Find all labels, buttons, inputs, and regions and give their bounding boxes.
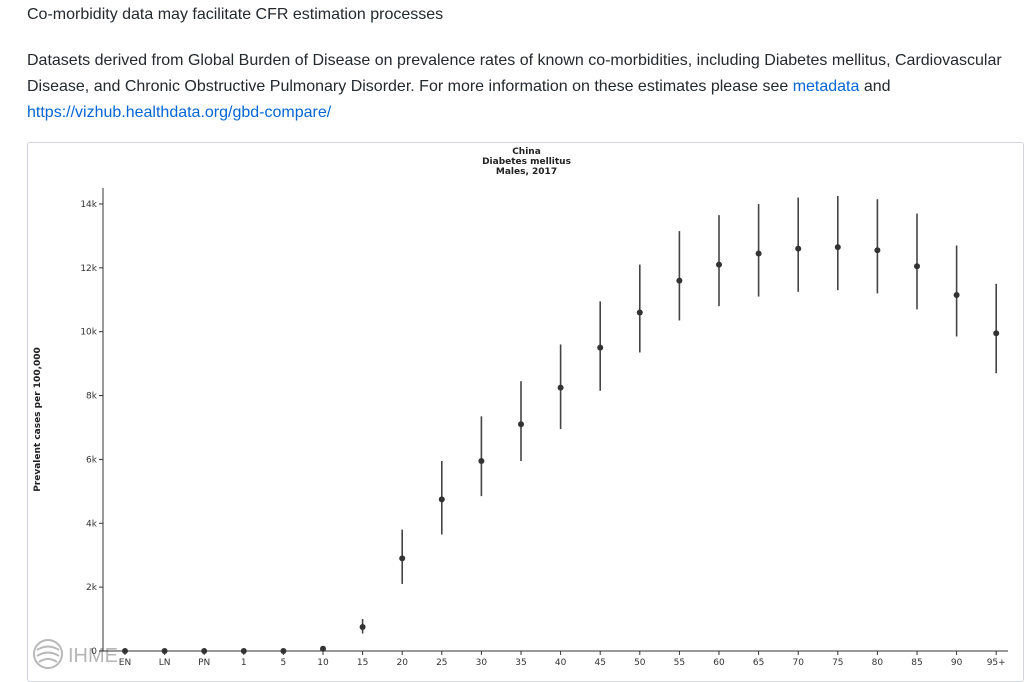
y-tick-label: 12k [80, 264, 97, 274]
data-point [280, 648, 287, 654]
chart-title-cause: Diabetes mellitus [482, 157, 571, 167]
y-axis-label: Prevalent cases per 100,000 [33, 347, 43, 492]
chart-frame: China Diabetes mellitus Males, 2017 IHME… [27, 142, 1024, 682]
x-tick-label: EN [119, 658, 131, 668]
data-point [676, 277, 683, 284]
x-tick-label: 25 [436, 658, 447, 668]
data-point [557, 384, 564, 391]
data-point [399, 555, 406, 562]
chart-title-subgroup: Males, 2017 [495, 167, 558, 177]
gbd-compare-link[interactable]: https://vizhub.healthdata.org/gbd-compar… [27, 104, 332, 121]
x-tick-label: 40 [555, 658, 567, 668]
x-tick-label: 35 [515, 658, 526, 668]
data-point [834, 244, 841, 251]
data-point [359, 624, 366, 631]
x-tick-label: 60 [713, 658, 725, 668]
x-tick-label: 50 [634, 658, 646, 668]
chart-title-country: China [512, 147, 541, 157]
x-tick-label: 85 [911, 658, 922, 668]
x-tick-label: 65 [753, 658, 764, 668]
data-point [874, 247, 881, 254]
data-point [953, 291, 960, 298]
x-tick-label: 30 [476, 658, 488, 668]
data-point [716, 261, 722, 268]
x-tick-label: 95+ [987, 658, 1006, 668]
data-point [201, 648, 208, 654]
y-tick-label: 10k [80, 328, 97, 338]
data-point [914, 263, 920, 270]
x-tick-label: 1 [241, 658, 247, 668]
description-paragraph: Datasets derived from Global Burden of D… [27, 48, 1012, 126]
data-point [795, 245, 802, 252]
x-tick-label: 10 [317, 658, 329, 668]
x-tick-label: 5 [281, 658, 287, 668]
x-tick-label: 90 [951, 658, 963, 668]
data-point [993, 330, 1000, 337]
y-tick-label: 4k [86, 519, 98, 529]
x-tick-label: 15 [357, 658, 368, 668]
x-tick-label: PN [198, 658, 210, 668]
data-point [597, 344, 604, 351]
data-point [438, 496, 445, 503]
ihme-logo-wave [36, 645, 60, 663]
section-heading: Co-morbidity data may facilitate CFR est… [27, 6, 444, 23]
data-point [636, 309, 643, 316]
data-point [240, 648, 247, 654]
data-point [518, 421, 524, 428]
x-tick-label: 80 [872, 658, 884, 668]
data-point [478, 458, 485, 465]
prevalence-chart: IHME 0 2k 4k 6k 8k 10k 12k 14k Prevalent cases p… [33, 188, 1008, 669]
metadata-link[interactable]: metadata [792, 78, 860, 95]
x-tick-label: 75 [832, 658, 843, 668]
data-point [320, 645, 326, 652]
data-point [122, 648, 128, 654]
y-tick-label: 14k [80, 200, 97, 210]
y-tick-label: 6k [86, 455, 98, 465]
x-tick-label: 20 [396, 658, 408, 668]
x-tick-label: 70 [792, 658, 804, 668]
y-tick-label: 8k [86, 392, 98, 402]
x-tick-label: 45 [594, 658, 605, 668]
ihme-logo: IHME [33, 639, 118, 669]
ihme-logo-circle [33, 639, 63, 669]
x-tick-label: LN [159, 658, 171, 668]
y-tick-label: 2k [86, 583, 98, 593]
y-tick-label: 0 [91, 647, 97, 657]
x-tick-label: 55 [674, 658, 685, 668]
data-point [161, 648, 168, 654]
description-text: Datasets derived from Global Burden of D… [27, 52, 1002, 95]
data-point [755, 250, 762, 257]
and-text: and [859, 78, 891, 95]
